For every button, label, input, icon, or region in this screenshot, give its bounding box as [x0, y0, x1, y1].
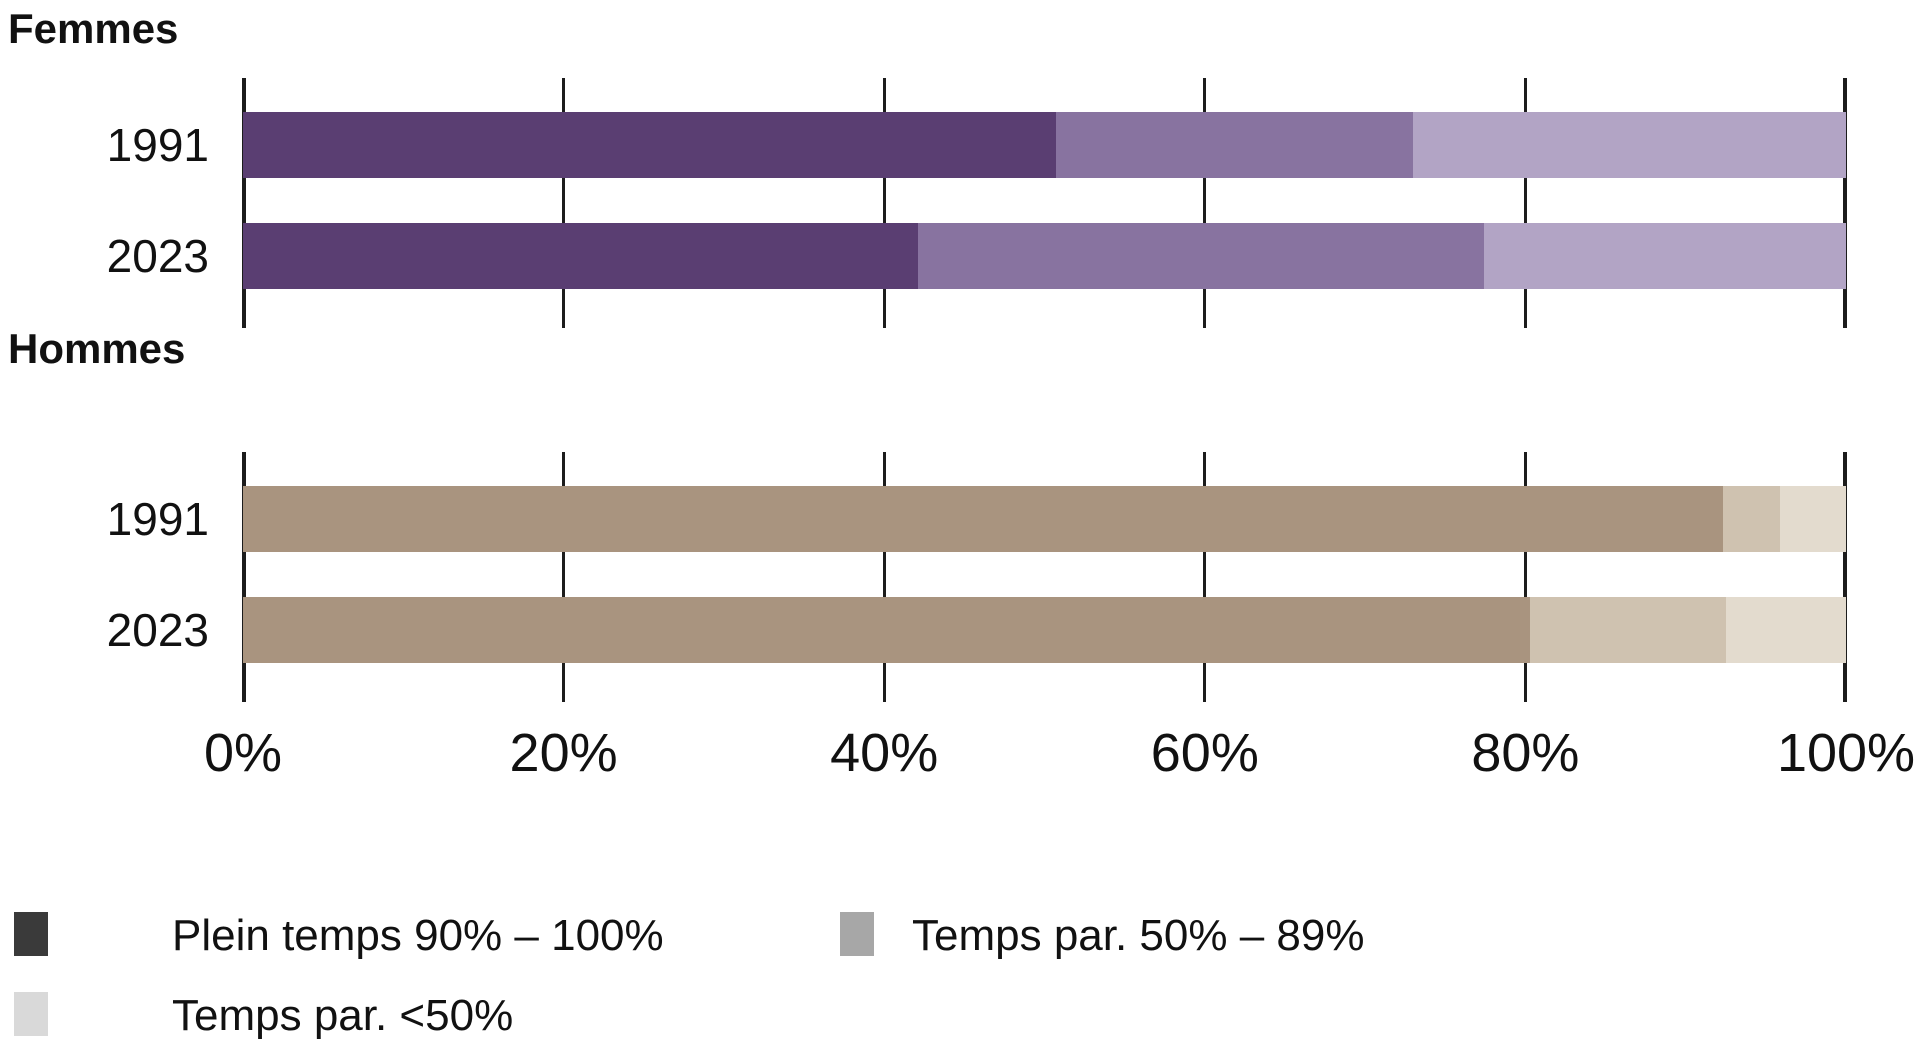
group-title-hommes: Hommes	[8, 325, 186, 372]
bar-segment-temps-partiel-50-89	[1722, 486, 1781, 552]
bar-segment-temps-partiel-50-89	[1055, 112, 1414, 178]
bar-hommes-2023: 2023	[107, 597, 1846, 663]
x-axis-tick-label: 80%	[1471, 723, 1580, 783]
tick-line-20	[562, 78, 566, 328]
plot-group-hommes: 1991 2023	[107, 452, 1847, 702]
tick-line-0	[242, 452, 246, 702]
group-title-femmes: Femmes	[8, 5, 179, 52]
bar-segment-temps-partiel-lt50	[1725, 597, 1846, 663]
year-label: 2023	[106, 604, 209, 656]
x-axis-tick-label: 100%	[1776, 723, 1916, 783]
year-label: 2023	[106, 230, 209, 282]
bar-segment-temps-partiel-50-89	[1530, 597, 1726, 663]
bar-hommes-1991: 1991	[107, 486, 1846, 552]
bar-segment-plein-temps	[243, 112, 1056, 178]
x-axis: 0% 20% 40% 60% 80% 100%	[204, 723, 1915, 784]
tick-line-40	[882, 452, 886, 702]
tick-line-80	[1523, 452, 1527, 702]
bar-segment-plein-temps	[243, 597, 1531, 663]
bar-segment-temps-partiel-50-89	[917, 223, 1484, 289]
legend-label-plein-temps: Plein temps 90% – 100%	[172, 911, 664, 960]
legend-label-temps-partiel-lt50: Temps par. <50%	[172, 991, 514, 1040]
x-axis-tick-label: 40%	[830, 723, 939, 783]
year-label: 1991	[106, 119, 209, 171]
bar-segment-temps-partiel-lt50	[1413, 112, 1846, 178]
tick-line-60	[1203, 452, 1207, 702]
bar-femmes-1991: 1991	[107, 112, 1846, 178]
tick-line-20	[562, 452, 566, 702]
bar-segment-temps-partiel-lt50	[1780, 486, 1846, 552]
tick-line-100	[1843, 78, 1847, 328]
plot-group-femmes: 1991 2023	[107, 78, 1847, 328]
x-axis-tick-label: 20%	[509, 723, 618, 783]
tick-line-0	[242, 78, 246, 328]
x-axis-tick-label: 0%	[203, 723, 283, 783]
tick-line-80	[1523, 78, 1527, 328]
year-label: 1991	[106, 493, 209, 545]
bar-segment-plein-temps	[243, 223, 918, 289]
x-axis-tick-label: 60%	[1150, 723, 1259, 783]
tick-line-60	[1203, 78, 1207, 328]
bar-segment-temps-partiel-lt50	[1483, 223, 1846, 289]
bar-femmes-2023: 2023	[107, 223, 1846, 289]
tick-line-40	[882, 78, 886, 328]
legend-swatch-temps-partiel-50-89	[840, 912, 874, 956]
tick-line-100	[1843, 452, 1847, 702]
legend-swatch-temps-partiel-lt50	[14, 992, 48, 1036]
bar-segment-plein-temps	[243, 486, 1723, 552]
legend-swatch-plein-temps	[14, 912, 48, 956]
legend-label-temps-partiel-50-89: Temps par. 50% – 89%	[912, 911, 1365, 960]
